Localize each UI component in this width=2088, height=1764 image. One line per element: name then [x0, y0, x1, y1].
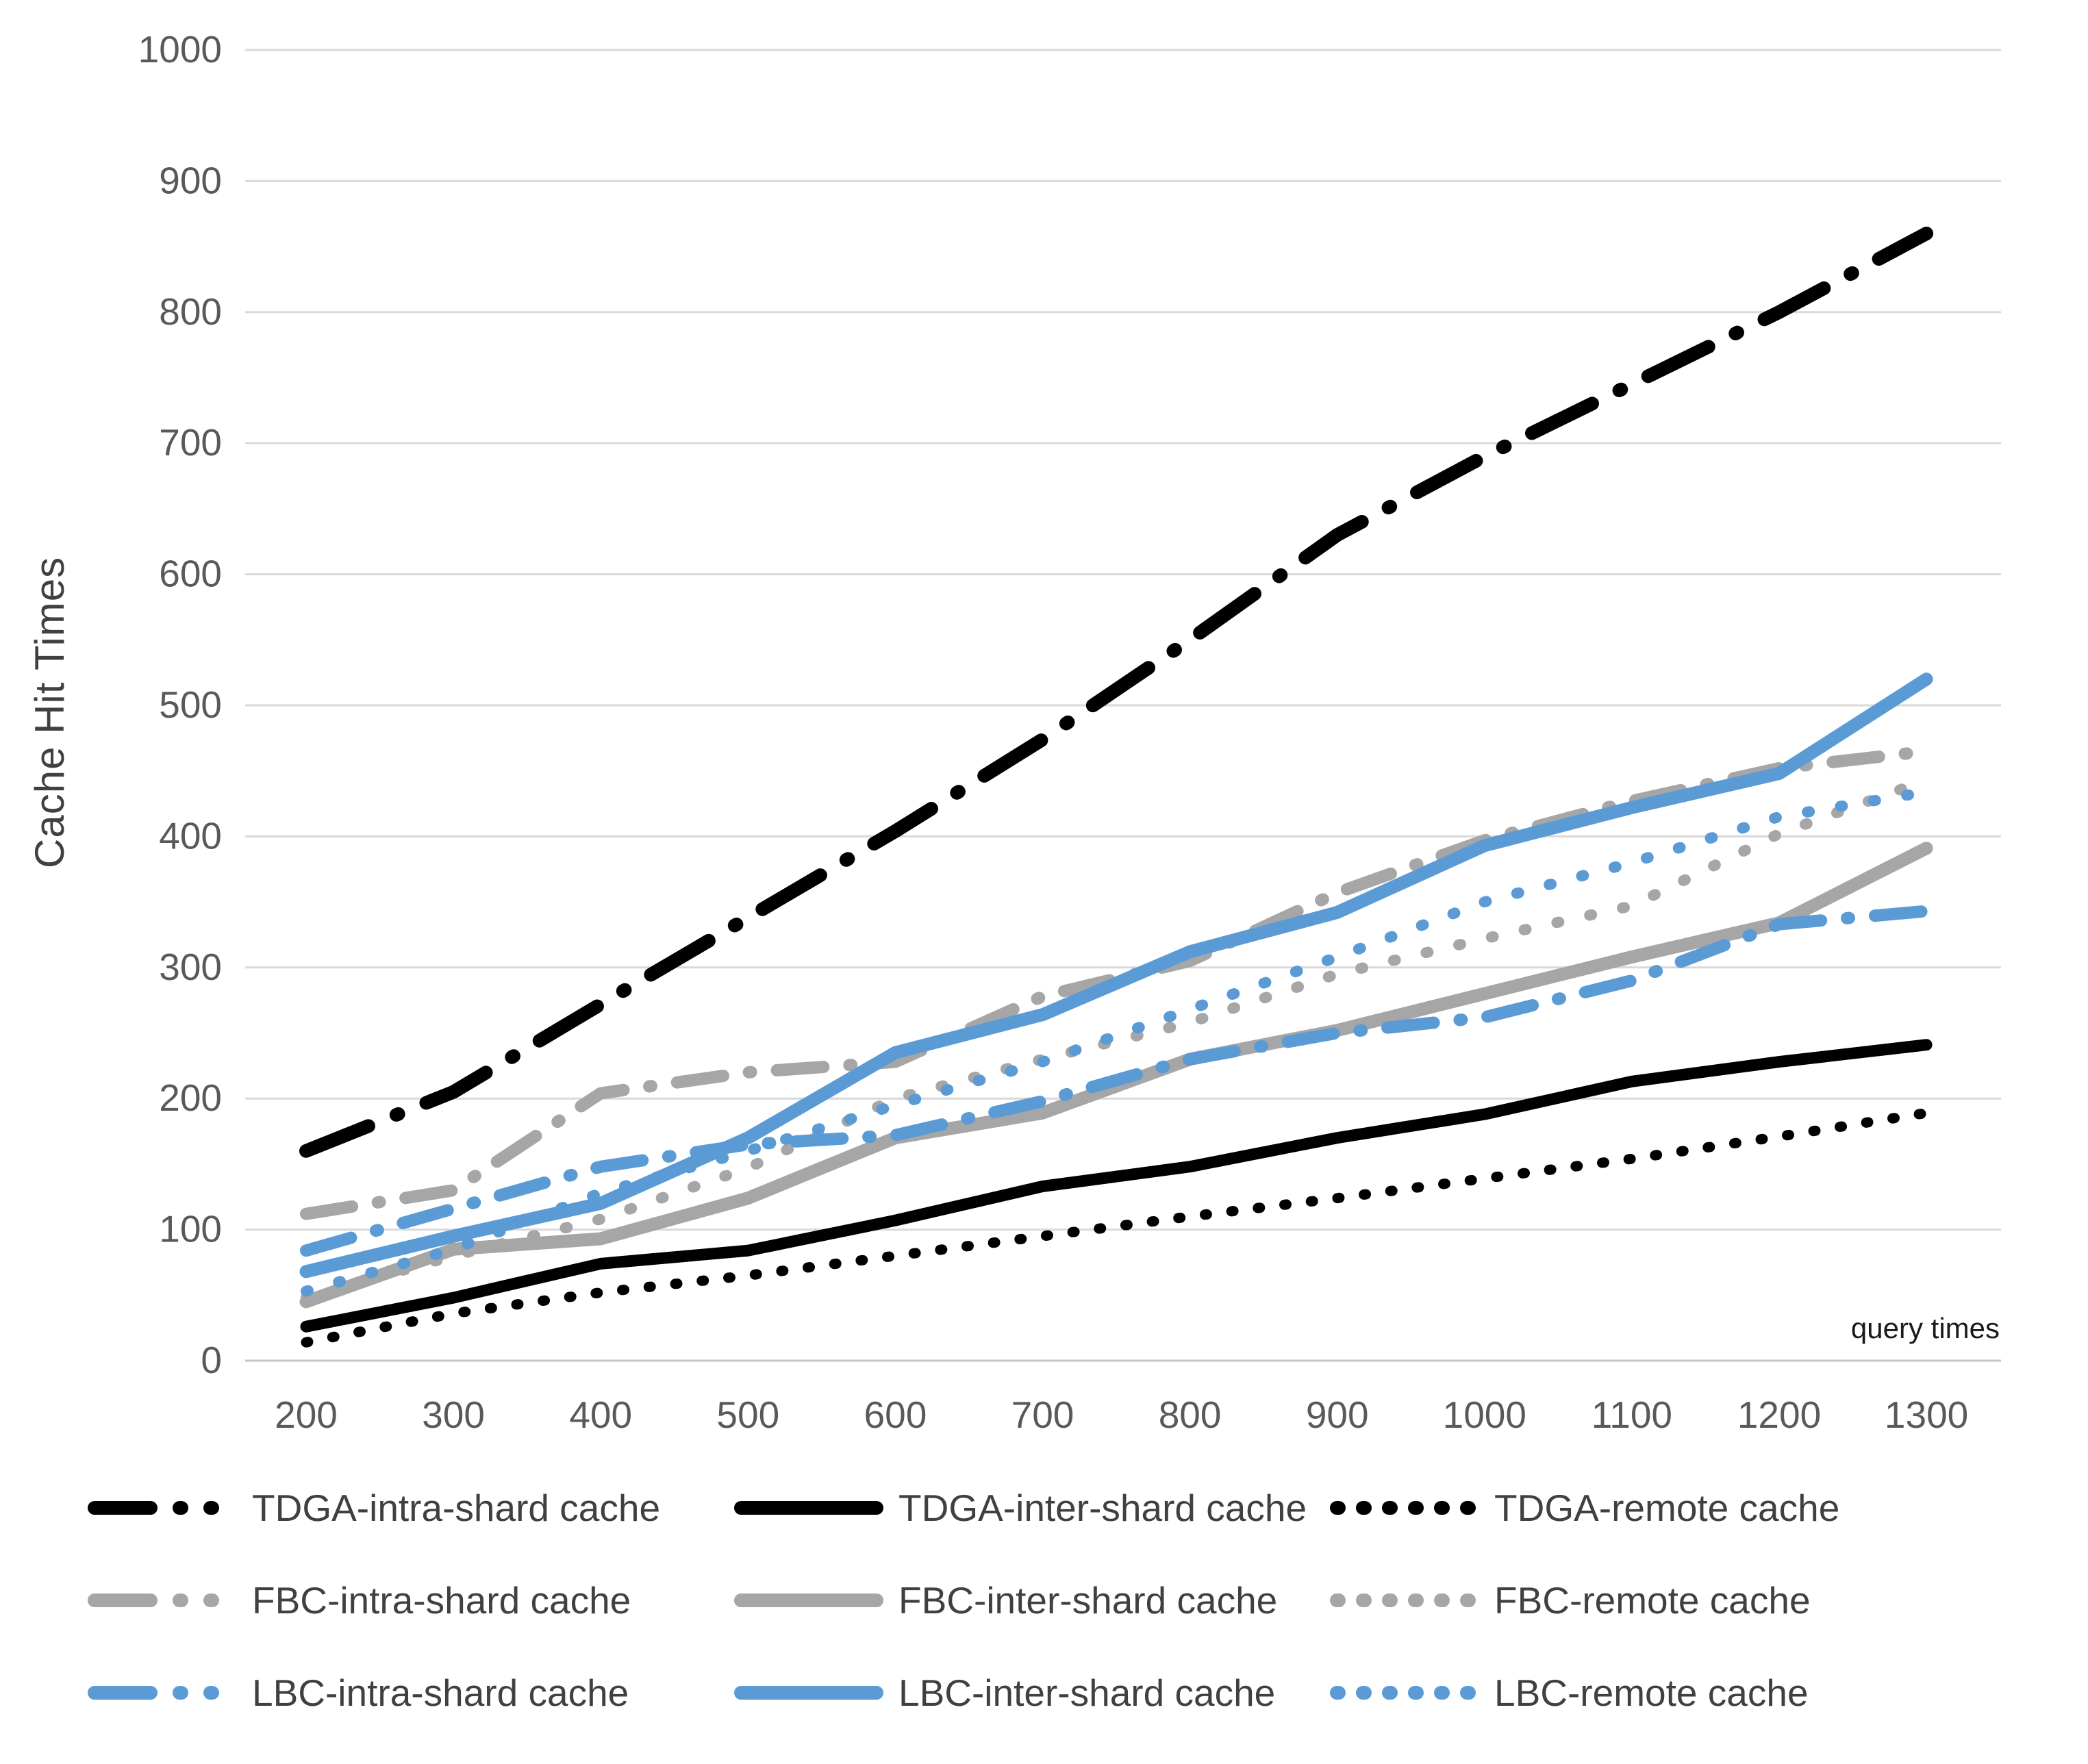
legend-item-lbc-inter-shard-cache: LBC-inter-shard cache	[734, 1671, 1275, 1715]
x-tick-label: 500	[716, 1394, 779, 1436]
legend-marker-dashdot-icon	[88, 1686, 237, 1700]
legend-label: FBC-intra-shard cache	[252, 1579, 631, 1622]
series-line-tdga-inter-shard-cache	[300, 1039, 1933, 1333]
legend-item-tdga-remote-cache: TDGA-remote cache	[1330, 1486, 1839, 1530]
legend-label: TDGA-inter-shard cache	[898, 1487, 1307, 1529]
legend-label: LBC-remote cache	[1494, 1672, 1809, 1714]
y-tick-label: 700	[159, 421, 222, 464]
y-tick-label: 0	[201, 1339, 222, 1381]
legend-label: LBC-intra-shard cache	[252, 1672, 629, 1714]
x-tick-label: 1200	[1737, 1394, 1821, 1436]
legend-label: FBC-inter-shard cache	[898, 1579, 1278, 1622]
legend-marker-dashdot-icon	[88, 1593, 237, 1607]
x-tick-label: 400	[569, 1394, 632, 1436]
y-tick-label: 900	[159, 159, 222, 201]
legend-label: FBC-remote cache	[1494, 1579, 1811, 1622]
x-tick-label: 600	[864, 1394, 927, 1436]
legend-marker-dotted-icon	[1330, 1501, 1479, 1515]
legend-label: TDGA-remote cache	[1494, 1487, 1840, 1529]
y-tick-label: 300	[159, 946, 222, 988]
legend-marker-dotted-icon	[1330, 1686, 1479, 1700]
x-axis-title: query times	[1850, 1312, 2000, 1344]
legend-item-fbc-remote-cache: FBC-remote cache	[1330, 1578, 1811, 1622]
y-tick-label: 1000	[138, 28, 222, 71]
legend-marker-solid-icon	[734, 1593, 883, 1607]
legend-item-lbc-intra-shard-cache: LBC-intra-shard cache	[88, 1671, 629, 1715]
x-tick-label: 1100	[1592, 1394, 1672, 1436]
legend-marker-solid-icon	[734, 1501, 883, 1515]
series-line-fbc-remote-cache	[301, 774, 1933, 1304]
legend-label: LBC-inter-shard cache	[898, 1672, 1276, 1714]
y-tick-label: 400	[159, 814, 222, 857]
legend-marker-solid-icon	[734, 1686, 883, 1700]
series-line-tdga-intra-shard-cache	[299, 226, 1934, 1158]
legend-item-lbc-remote-cache: LBC-remote cache	[1330, 1671, 1809, 1715]
x-tick-label: 1300	[1885, 1394, 1968, 1436]
y-tick-label: 600	[159, 553, 222, 595]
x-tick-label: 300	[422, 1394, 485, 1436]
y-tick-label: 100	[159, 1208, 222, 1250]
legend-item-tdga-inter-shard-cache: TDGA-inter-shard cache	[734, 1486, 1307, 1530]
legend-item-tdga-intra-shard-cache: TDGA-intra-shard cache	[88, 1486, 660, 1530]
legend-item-fbc-inter-shard-cache: FBC-inter-shard cache	[734, 1578, 1277, 1622]
x-tick-label: 900	[1306, 1394, 1369, 1436]
x-tick-label: 200	[275, 1394, 338, 1436]
series-line-lbc-intra-shard-cache	[300, 905, 1933, 1257]
x-tick-label: 800	[1159, 1394, 1222, 1436]
legend-marker-dotted-icon	[1330, 1593, 1479, 1607]
series-line-lbc-inter-shard-cache	[299, 672, 1933, 1278]
y-tick-label: 800	[159, 290, 222, 333]
series-line-tdga-remote-cache	[301, 1107, 1932, 1348]
legend-marker-dashdot-icon	[88, 1501, 237, 1515]
x-tick-label: 1000	[1443, 1394, 1526, 1436]
y-tick-label: 500	[159, 683, 222, 726]
legend-label: TDGA-intra-shard cache	[252, 1487, 661, 1529]
x-tick-label: 700	[1011, 1394, 1074, 1436]
legend-item-fbc-intra-shard-cache: FBC-intra-shard cache	[88, 1578, 631, 1622]
y-tick-label: 200	[159, 1076, 222, 1119]
